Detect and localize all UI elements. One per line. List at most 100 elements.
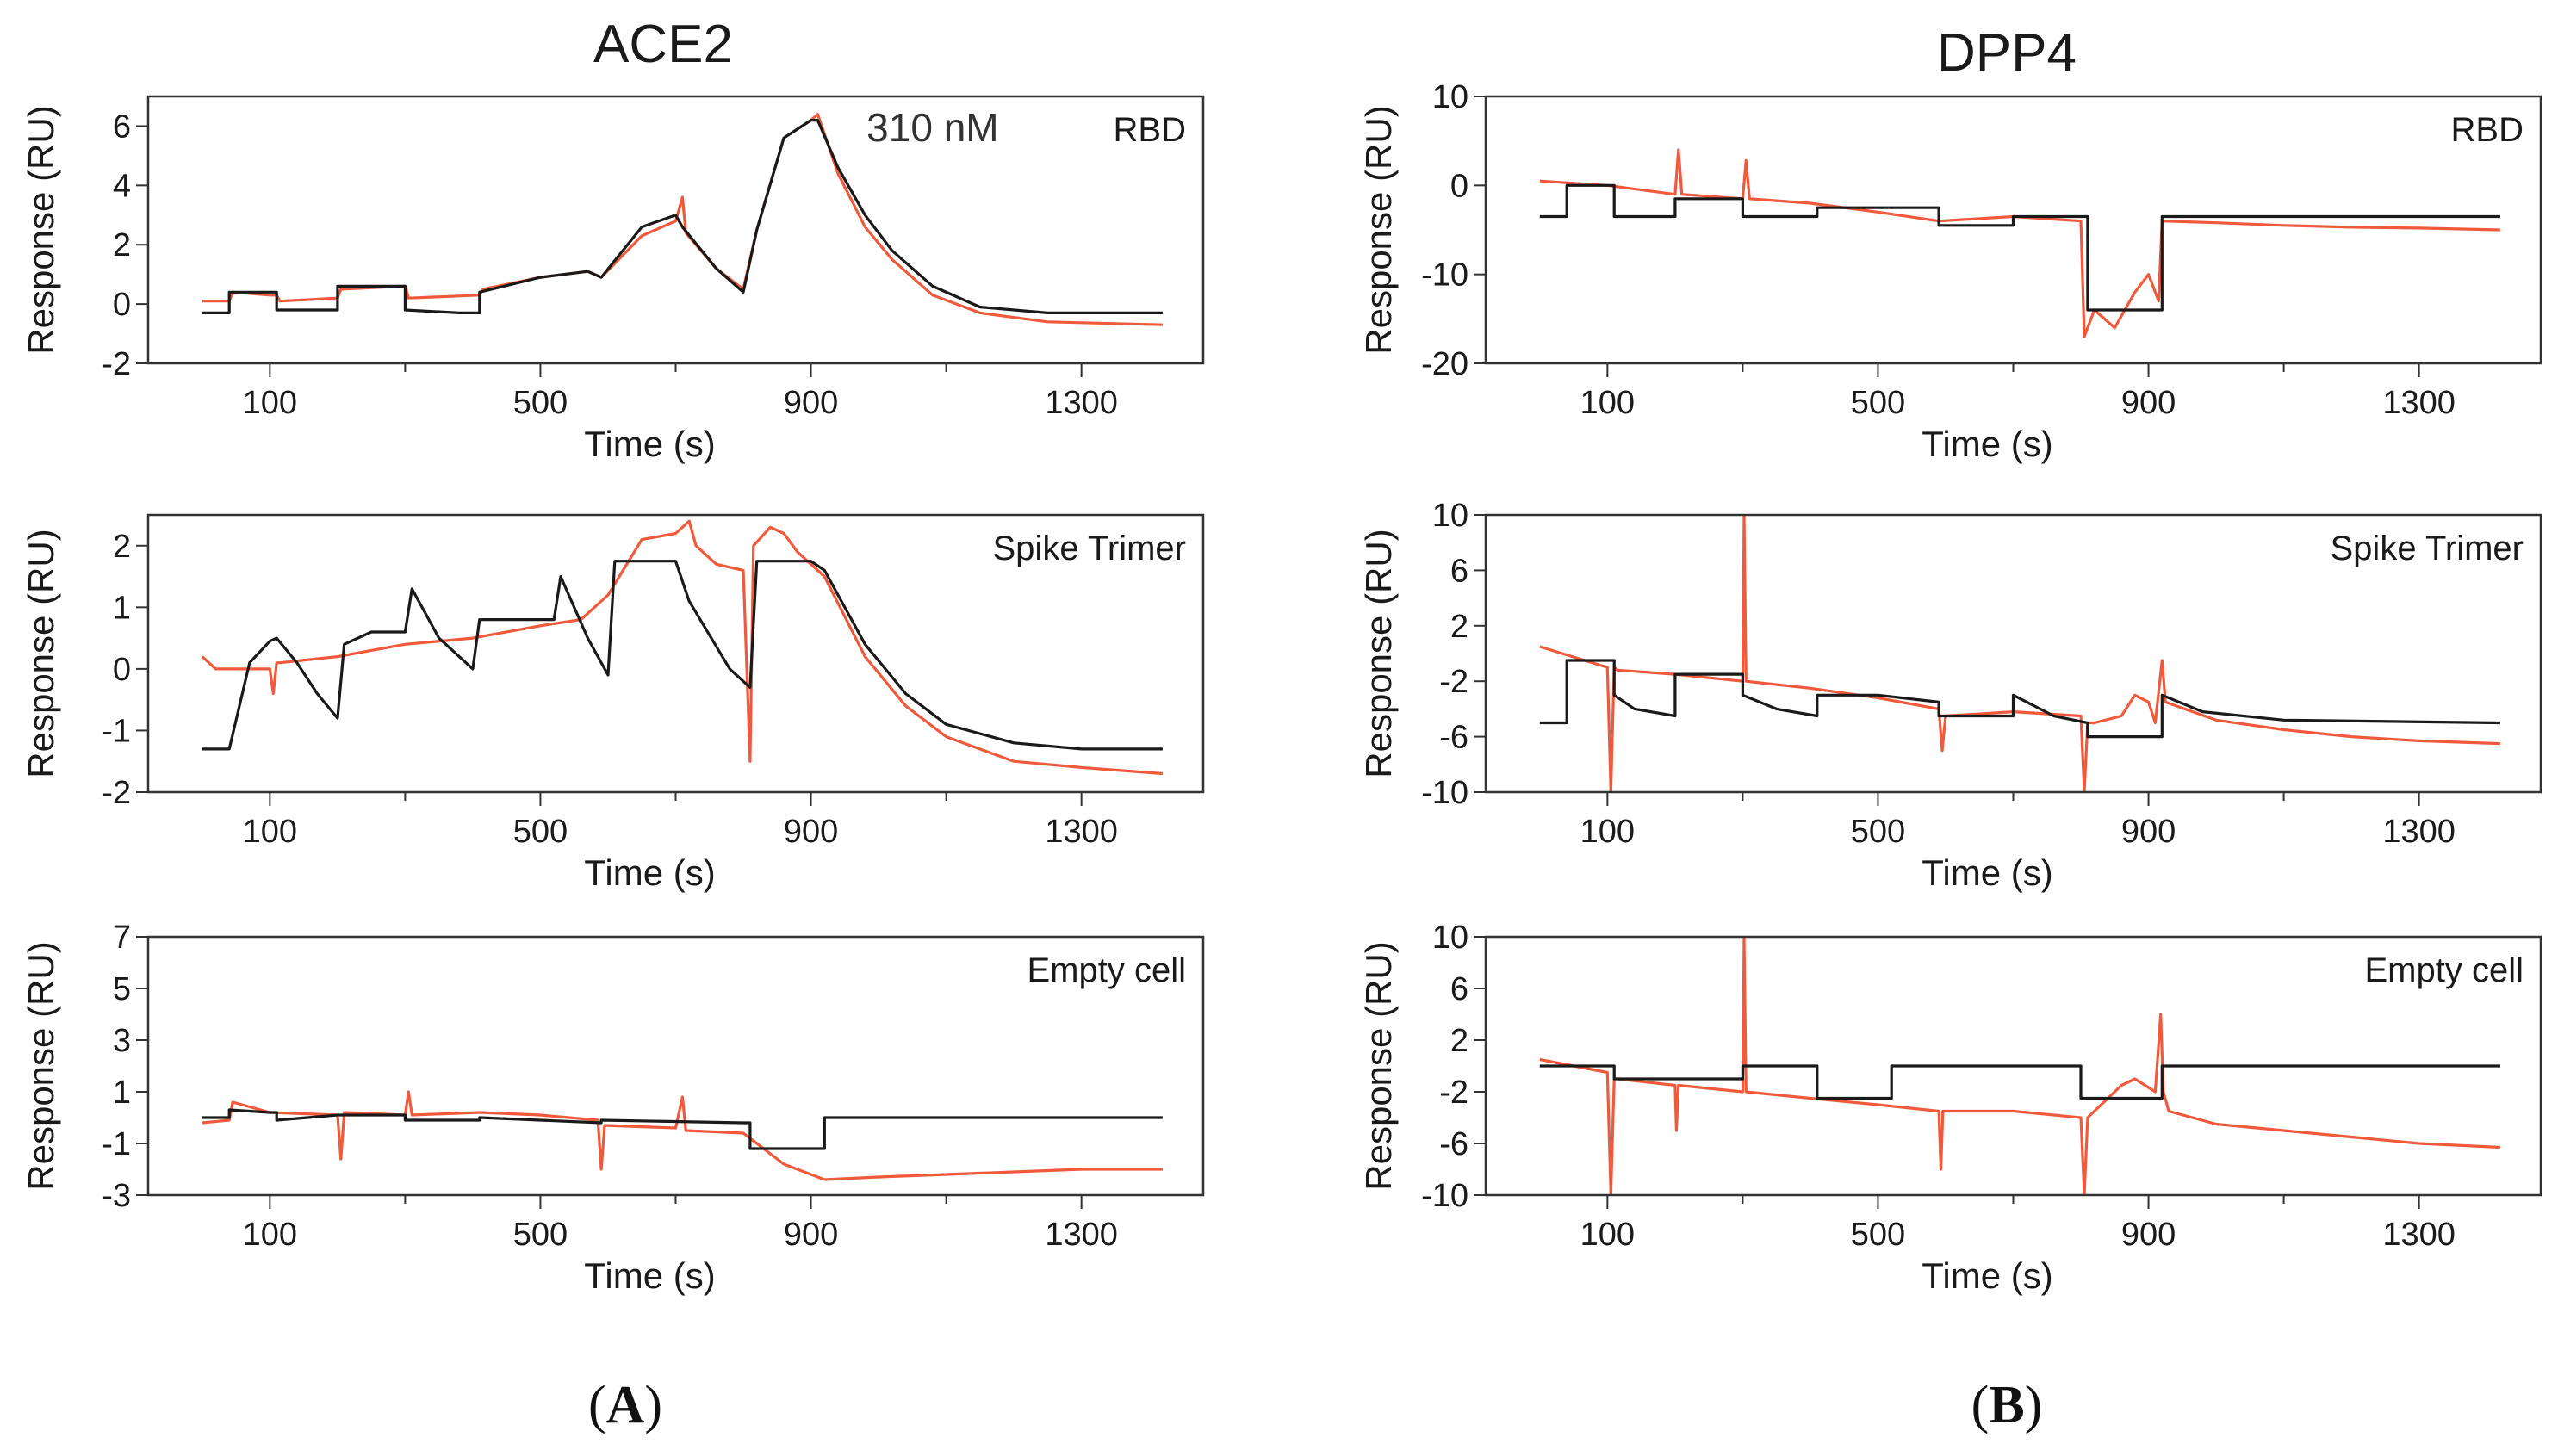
x-tick-label: 100 [1580, 385, 1635, 421]
panel-letter-b-open: ( [1971, 1376, 1990, 1434]
x-tick-label: 100 [243, 814, 297, 850]
y-tick-label: 6 [113, 108, 131, 145]
series-line-measured [1539, 937, 2500, 1195]
y-tick-label: -2 [1439, 1075, 1468, 1111]
y-tick-label: -2 [1439, 664, 1468, 700]
y-tick-label: 2 [113, 227, 131, 263]
panel-letter-a: (A) [588, 1376, 662, 1434]
x-tick-label: 900 [2121, 1217, 2176, 1253]
y-tick-label: 0 [1450, 168, 1468, 204]
y-tick-label: -2 [102, 346, 131, 382]
y-tick-label: -1 [102, 1126, 131, 1162]
y-tick-label: 4 [113, 168, 131, 204]
x-axis-label: Time (s) [584, 852, 715, 893]
column-title-ace2: ACE2 [593, 15, 733, 74]
y-tick-label: -10 [1421, 1178, 1468, 1214]
y-axis-label: Response (RU) [21, 529, 61, 778]
panel-letter-b: (B) [1971, 1376, 2043, 1434]
panel-label: RBD [2451, 111, 2524, 149]
x-axis-label: Time (s) [1922, 1255, 2052, 1296]
y-tick-label: -2 [102, 775, 131, 811]
panel-label: Spike Trimer [2331, 530, 2524, 567]
x-axis-label: Time (s) [584, 424, 715, 464]
x-axis-label: Time (s) [584, 1255, 715, 1296]
y-tick-label: -6 [1439, 720, 1468, 756]
x-axis-label: Time (s) [1922, 424, 2052, 464]
panel-letter-a-open: ( [588, 1376, 606, 1434]
x-tick-label: 500 [1851, 385, 1905, 421]
panel-label: Spike Trimer [993, 530, 1187, 567]
y-tick-label: -20 [1421, 346, 1468, 382]
x-tick-label: 900 [2121, 385, 2176, 421]
x-tick-label: 900 [784, 1217, 838, 1253]
x-tick-label: 500 [513, 1217, 568, 1253]
x-tick-label: 100 [243, 1217, 297, 1253]
panel-letter-b-close: ) [2025, 1376, 2043, 1434]
concentration-label: 310 nM [866, 105, 998, 150]
x-tick-label: 900 [784, 814, 838, 850]
y-tick-label: 1 [113, 590, 131, 626]
plot-frame [1484, 95, 2542, 365]
y-axis-label: Response (RU) [1358, 105, 1399, 354]
x-tick-label: 500 [513, 385, 568, 421]
y-tick-label: 5 [113, 971, 131, 1007]
chart-dpp4-spike: 100 500 900 1300 -10 -6 -2 2 6 10 Time (s) Response… [1358, 498, 2542, 893]
panel-letter-a-close: ) [644, 1376, 662, 1434]
series-line-fit [202, 560, 1163, 751]
x-tick-label: 900 [2121, 814, 2176, 850]
y-tick-label: 7 [113, 920, 131, 956]
series-line-fit [202, 1108, 1163, 1150]
y-axis-label: Response (RU) [1358, 941, 1399, 1190]
y-tick-label: 1 [113, 1075, 131, 1111]
y-tick-label: 0 [113, 287, 131, 323]
panel-label: Empty cell [2365, 951, 2524, 989]
series-line-fit [1539, 183, 2500, 312]
series-line-measured [201, 519, 1164, 776]
x-tick-label: 100 [243, 385, 297, 421]
y-tick-label: 10 [1432, 498, 1468, 534]
x-axis-label: Time (s) [1922, 852, 2052, 893]
y-tick-label: 2 [1450, 609, 1468, 645]
panel-label: Empty cell [1028, 951, 1187, 989]
x-tick-label: 500 [1851, 814, 1905, 850]
x-tick-label: 500 [1851, 1217, 1905, 1253]
y-axis-label: Response (RU) [21, 941, 61, 1190]
y-axis-label: Response (RU) [21, 105, 61, 354]
chart-dpp4-empty: 100 500 900 1300 -10 -6 -2 2 6 10 Time (s) Response… [1358, 920, 2542, 1296]
x-tick-label: 1300 [2382, 814, 2456, 850]
y-tick-label: 6 [1450, 971, 1468, 1007]
y-tick-label: 6 [1450, 553, 1468, 589]
chart-ace2-rbd: 100 500 900 1300 -2 0 2 4 6 Time (s) Response (RU)… [21, 95, 1205, 464]
series-line-fit [1539, 659, 2500, 739]
series-line-measured [202, 1090, 1163, 1181]
x-tick-label: 1300 [2382, 385, 2456, 421]
panel-letter-a-text: A [606, 1376, 645, 1434]
panel-letter-b-text: B [1989, 1376, 2024, 1434]
x-tick-label: 1300 [2382, 1217, 2456, 1253]
y-tick-label: -10 [1421, 257, 1468, 294]
panel-label: RBD [1114, 111, 1186, 149]
series-line-measured [1539, 148, 2500, 338]
y-tick-label: -1 [102, 713, 131, 749]
y-tick-label: 10 [1432, 79, 1468, 115]
series-line-measured [202, 113, 1163, 326]
y-tick-label: -6 [1439, 1126, 1468, 1162]
x-tick-label: 100 [1580, 1217, 1635, 1253]
y-tick-label: 2 [113, 529, 131, 565]
x-tick-label: 900 [784, 385, 838, 421]
y-tick-label: 0 [113, 652, 131, 688]
y-tick-label: 2 [1450, 1023, 1468, 1059]
y-tick-label: -3 [102, 1178, 131, 1214]
x-tick-label: 500 [513, 814, 568, 850]
column-title-dpp4: DPP4 [1937, 23, 2077, 83]
x-tick-label: 1300 [1045, 1217, 1118, 1253]
chart-dpp4-rbd: 100 500 900 1300 -20 -10 0 10 Time (s) Response (… [1358, 79, 2542, 464]
x-tick-label: 1300 [1045, 814, 1118, 850]
series-line-fit [202, 119, 1163, 314]
y-tick-label: 3 [113, 1023, 131, 1059]
y-tick-label: 10 [1432, 920, 1468, 956]
y-axis-label: Response (RU) [1358, 529, 1399, 778]
chart-ace2-empty: 100 500 900 1300 -3 -1 1 3 5 7 Time (s) Response (R… [21, 920, 1205, 1296]
